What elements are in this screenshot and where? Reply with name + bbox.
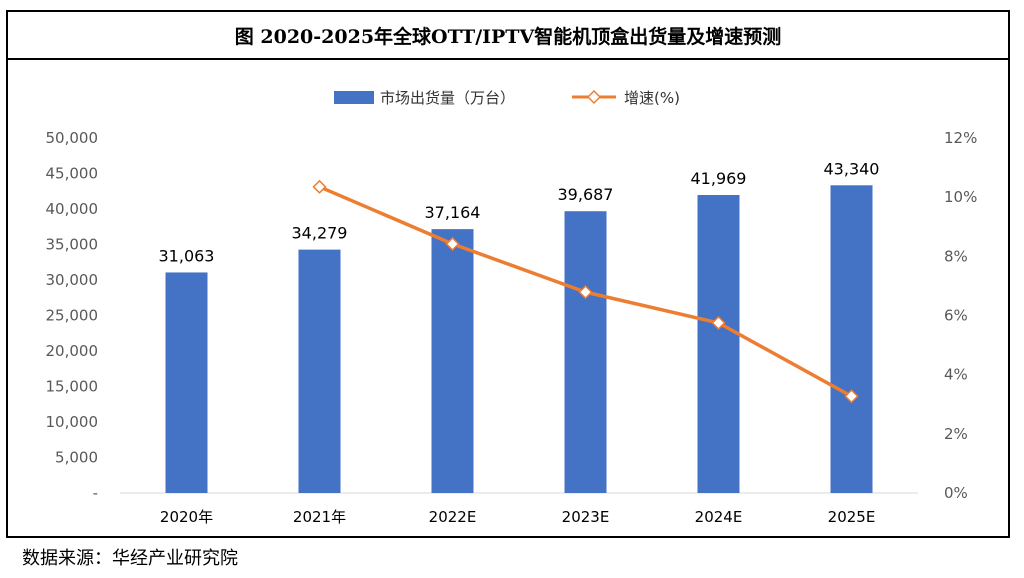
- bar-value-label: 37,164: [425, 203, 481, 222]
- left-tick-label: 35,000: [46, 236, 99, 254]
- bar: [431, 229, 474, 493]
- bar: [165, 272, 208, 493]
- left-tick-label: 10,000: [46, 413, 99, 431]
- x-tick-label: 2021年: [293, 508, 346, 526]
- growth-point: [844, 389, 859, 404]
- left-tick-label: 25,000: [46, 307, 99, 325]
- left-y-axis: - 5,000 10,000 15,000 20,000 25,000 30,000 35,0…: [46, 129, 99, 502]
- growth-point: [445, 236, 460, 251]
- growth-point: [578, 285, 593, 300]
- bar-value-label: 31,063: [159, 246, 215, 265]
- legend-swatch-bar: [334, 91, 374, 104]
- right-tick-label: 8%: [944, 247, 968, 265]
- growth-point: [711, 315, 726, 330]
- right-tick-label: 10%: [944, 188, 977, 206]
- right-y-axis: 0% 2% 4% 6% 8% 10% 12%: [944, 129, 977, 502]
- right-tick-label: 4%: [944, 366, 968, 384]
- chart-frame: 图 2020-2025年全球OTT/IPTV智能机顶盒出货量及增速预测: [6, 10, 1010, 538]
- x-tick-label: 2024E: [695, 508, 743, 526]
- source-note: 数据来源：华经产业研究院: [22, 548, 238, 569]
- bar: [564, 211, 607, 494]
- bar: [830, 185, 873, 493]
- x-tick-label: 2025E: [828, 508, 876, 526]
- legend-label-line: 增速(%): [624, 89, 680, 107]
- bar-value-label: 39,687: [558, 185, 614, 204]
- left-tick-label: 40,000: [46, 200, 99, 218]
- bar-series: [165, 185, 873, 494]
- left-tick-label: -: [93, 484, 98, 502]
- right-tick-label: 6%: [944, 307, 968, 325]
- x-tick-label: 2022E: [429, 508, 477, 526]
- x-tick-label: 2023E: [562, 508, 610, 526]
- x-axis: 2020年 2021年 2022E 2023E 2024E 2025E: [120, 492, 918, 526]
- bar: [298, 249, 341, 493]
- left-tick-label: 20,000: [46, 342, 99, 360]
- left-tick-label: 50,000: [46, 129, 99, 147]
- bar-value-label: 34,279: [292, 224, 348, 243]
- growth-point: [312, 179, 327, 194]
- right-tick-label: 2%: [944, 425, 968, 443]
- legend-marker-diamond: [586, 89, 602, 105]
- right-tick-label: 0%: [944, 484, 968, 502]
- left-tick-label: 5,000: [55, 449, 98, 467]
- bar-data-labels: 31,063 34,279 37,164 39,687 41,969 43,340: [159, 159, 880, 265]
- x-tick-label: 2020年: [160, 508, 213, 526]
- chart-title: 图 2020-2025年全球OTT/IPTV智能机顶盒出货量及增速预测: [8, 12, 1008, 60]
- legend-label-bar: 市场出货量（万台）: [380, 89, 515, 107]
- bar: [697, 195, 740, 494]
- left-tick-label: 30,000: [46, 271, 99, 289]
- bar-value-label: 41,969: [691, 169, 747, 188]
- chart-legend: 市场出货量（万台） 增速(%): [334, 89, 680, 107]
- left-tick-label: 45,000: [46, 165, 99, 183]
- line-series: [312, 179, 859, 404]
- bar-value-label: 43,340: [824, 159, 880, 178]
- chart-canvas: 市场出货量（万台） 增速(%) - 5,000 10,000 15,000 20,000 2…: [46, 89, 978, 526]
- left-tick-label: 15,000: [46, 378, 99, 396]
- right-tick-label: 12%: [944, 129, 977, 147]
